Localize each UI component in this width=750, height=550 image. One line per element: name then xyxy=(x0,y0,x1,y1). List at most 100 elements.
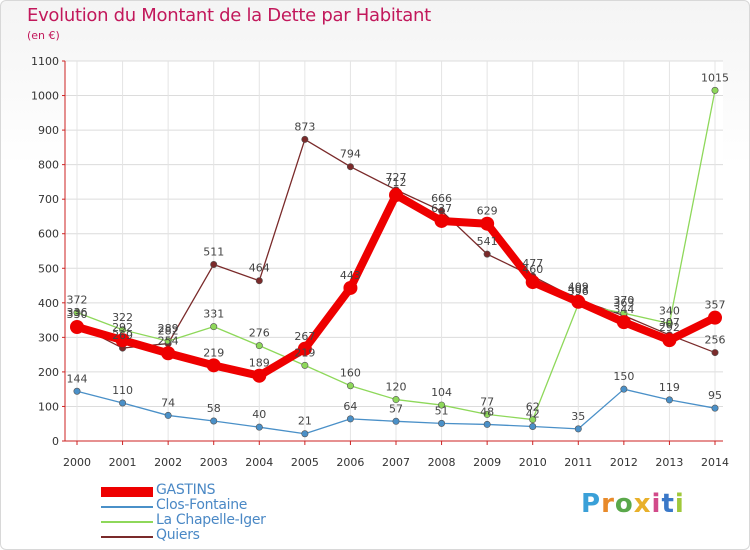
logo-letter: P xyxy=(581,489,602,519)
data-point-gastins xyxy=(616,315,631,330)
data-point-clos-fontaine xyxy=(529,422,537,430)
legend: GASTINS Clos-Fontaine La Chapelle-Iger Q… xyxy=(101,482,341,545)
data-point-quiers xyxy=(210,260,218,268)
data-label-gastins: 292 xyxy=(659,321,680,334)
logo-letter: o xyxy=(614,489,634,519)
legend-swatch xyxy=(101,521,153,523)
data-point-la-chapelle-iger xyxy=(711,86,719,94)
x-tick-label: 2005 xyxy=(291,456,319,469)
data-label-la-chapelle-iger: 77 xyxy=(480,395,494,408)
data-label-quiers: 269 xyxy=(112,329,133,342)
data-point-clos-fontaine xyxy=(711,404,719,412)
y-tick-label: 600 xyxy=(38,228,59,241)
data-label-la-chapelle-iger: 340 xyxy=(659,305,680,318)
chart-title: Evolution du Montant de la Dette par Hab… xyxy=(27,5,431,26)
data-point-quiers xyxy=(346,163,354,171)
data-label-gastins: 443 xyxy=(340,269,361,282)
data-label-gastins: 344 xyxy=(613,303,634,316)
logo-letter: x xyxy=(633,489,652,519)
y-tick-label: 800 xyxy=(38,159,59,172)
data-label-clos-fontaine: 150 xyxy=(613,370,634,383)
data-label-quiers: 873 xyxy=(294,120,315,133)
data-label-la-chapelle-iger: 120 xyxy=(386,381,407,394)
data-point-la-chapelle-iger xyxy=(255,342,263,350)
x-tick-label: 2004 xyxy=(245,456,273,469)
data-label-gastins: 403 xyxy=(568,283,589,296)
data-label-gastins: 189 xyxy=(249,357,270,370)
data-point-quiers xyxy=(255,277,263,285)
data-point-la-chapelle-iger xyxy=(119,326,127,334)
data-label-clos-fontaine: 42 xyxy=(526,407,540,420)
data-label-clos-fontaine: 119 xyxy=(659,381,680,394)
data-label-quiers: 409 xyxy=(568,281,589,294)
data-point-gastins xyxy=(70,320,84,334)
x-tick-label: 2006 xyxy=(336,456,364,469)
y-tick-label: 900 xyxy=(38,124,59,137)
data-label-quiers: 511 xyxy=(203,245,224,258)
data-label-la-chapelle-iger: 370 xyxy=(613,294,634,307)
data-label-gastins: 637 xyxy=(431,202,452,215)
line-chart: 0 100 200 300 400 500 600 700 800 900 1000 1100 2000… xyxy=(31,55,729,469)
x-tick-label: 2011 xyxy=(564,456,592,469)
data-point-gastins xyxy=(161,346,176,361)
data-point-la-chapelle-iger xyxy=(210,323,218,331)
chart-subtitle: (en €) xyxy=(27,29,60,42)
x-tick-label: 2007 xyxy=(382,456,410,469)
data-label-quiers: 307 xyxy=(659,316,680,329)
data-point-clos-fontaine xyxy=(346,415,354,423)
data-point-la-chapelle-iger xyxy=(73,308,81,316)
y-tick-label: 700 xyxy=(38,193,59,206)
data-point-la-chapelle-iger xyxy=(164,337,172,345)
data-label-gastins: 330 xyxy=(67,308,88,321)
data-label-la-chapelle-iger: 289 xyxy=(158,322,179,335)
data-point-clos-fontaine xyxy=(73,387,81,395)
data-point-la-chapelle-iger xyxy=(665,320,673,328)
logo-letter: r xyxy=(601,489,615,519)
logo-letter: t xyxy=(661,489,675,519)
data-label-clos-fontaine: 35 xyxy=(571,410,585,423)
data-point-gastins xyxy=(662,333,677,348)
x-tick-label: 2002 xyxy=(154,456,182,469)
data-point-quiers xyxy=(711,349,719,357)
x-tick-label: 2000 xyxy=(63,456,91,469)
data-point-clos-fontaine xyxy=(438,419,446,427)
data-label-gastins: 460 xyxy=(522,263,543,276)
plot-area xyxy=(65,61,723,441)
legend-item-quiers: Quiers xyxy=(101,527,341,545)
data-label-gastins: 712 xyxy=(386,176,407,189)
legend-item-gastins: GASTINS xyxy=(101,482,341,500)
y-tick-label: 200 xyxy=(38,366,59,379)
logo-letter: i xyxy=(651,489,662,519)
data-label-quiers: 666 xyxy=(431,192,452,205)
legend-label: Clos-Fontaine xyxy=(156,497,248,513)
data-label-gastins: 254 xyxy=(158,334,179,347)
data-point-gastins xyxy=(571,294,586,309)
data-label-la-chapelle-iger: 396 xyxy=(568,285,589,298)
data-label-gastins: 267 xyxy=(294,330,315,343)
x-tick-label: 2014 xyxy=(701,456,729,469)
data-point-la-chapelle-iger xyxy=(483,410,491,418)
y-tick-label: 500 xyxy=(38,262,59,275)
data-point-gastins xyxy=(708,310,722,325)
data-point-clos-fontaine xyxy=(620,385,628,393)
data-label-la-chapelle-iger: 276 xyxy=(249,327,270,340)
data-label-la-chapelle-iger: 331 xyxy=(203,308,224,321)
data-point-quiers xyxy=(301,135,309,143)
data-point-la-chapelle-iger xyxy=(301,361,309,369)
data-point-la-chapelle-iger xyxy=(346,382,354,390)
x-tick-label: 2012 xyxy=(610,456,638,469)
data-label-gastins: 629 xyxy=(477,205,498,218)
data-label-quiers: 282 xyxy=(158,325,179,338)
data-label-la-chapelle-iger: 219 xyxy=(294,346,315,359)
y-tick-label: 400 xyxy=(38,297,59,310)
data-label-clos-fontaine: 95 xyxy=(708,389,722,402)
data-label-quiers: 727 xyxy=(386,171,407,184)
proxiti-logo: Proxiti xyxy=(581,489,685,519)
data-point-gastins xyxy=(525,275,540,290)
data-label-la-chapelle-iger: 62 xyxy=(526,401,540,414)
legend-item-clos-fontaine: Clos-Fontaine xyxy=(101,497,341,515)
data-point-clos-fontaine xyxy=(255,423,263,431)
data-label-quiers: 363 xyxy=(613,297,634,310)
data-label-clos-fontaine: 58 xyxy=(207,402,221,415)
